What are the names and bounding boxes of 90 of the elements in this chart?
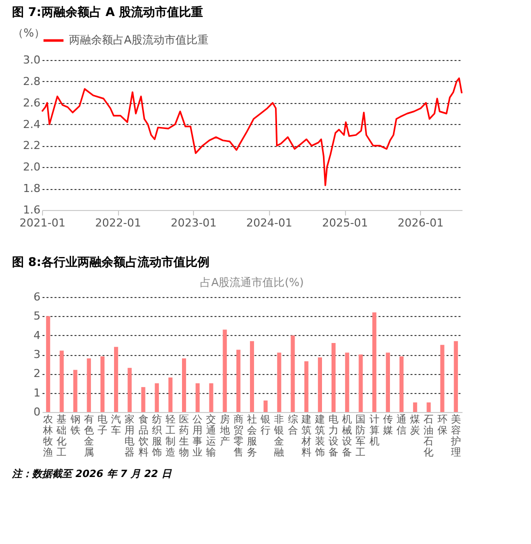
y-tick-label: 2 bbox=[34, 367, 40, 380]
x-tick-label: 电力设备 bbox=[328, 414, 339, 458]
bar bbox=[236, 350, 240, 412]
x-tick-label: 传媒 bbox=[382, 414, 393, 436]
x-tick-label: 电子 bbox=[97, 414, 108, 436]
chart-title: 图 8:各行业两融余额占流动市值比例 bbox=[12, 255, 210, 269]
y-tick-label: 2.4 bbox=[23, 118, 40, 131]
x-tick-label: 银行 bbox=[260, 414, 271, 436]
x-tick-label: 2023-01 bbox=[170, 216, 217, 230]
x-tick-label: 综合 bbox=[288, 414, 298, 436]
chart-subtitle: 占A股流通市值比(%) bbox=[200, 276, 304, 289]
x-tick-label: 2026-01 bbox=[398, 216, 444, 230]
text: 注：数据截至 2026 年 7 月 22 日 bbox=[11, 468, 173, 480]
bar bbox=[154, 383, 159, 412]
bar bbox=[304, 361, 308, 412]
bar bbox=[100, 356, 105, 412]
bar bbox=[250, 341, 254, 412]
x-tick-label: 纺织服饰 bbox=[150, 414, 162, 458]
bar bbox=[372, 312, 376, 412]
bar bbox=[345, 352, 350, 412]
x-tick-label: 2021-01 bbox=[20, 216, 66, 230]
bar bbox=[454, 341, 458, 412]
bar bbox=[196, 383, 200, 412]
bar bbox=[222, 330, 227, 412]
x-tick-label: 轻工制造 bbox=[165, 414, 176, 458]
x-tick-label: 计算机 bbox=[369, 414, 380, 448]
bar bbox=[46, 316, 50, 412]
y-tick-label: 2.6 bbox=[23, 96, 40, 110]
x-tick-label: 钢铁 bbox=[69, 414, 80, 436]
bar bbox=[386, 352, 390, 412]
bar bbox=[318, 357, 322, 412]
bar bbox=[128, 368, 132, 412]
y-tick-label: 2.0 bbox=[23, 160, 40, 174]
bar bbox=[277, 352, 282, 412]
y-tick-label: 2.2 bbox=[23, 139, 40, 152]
bar bbox=[358, 354, 363, 412]
bar bbox=[399, 356, 404, 412]
bar bbox=[209, 383, 214, 412]
x-tick-label: 农林牧渔 bbox=[42, 414, 54, 458]
y-tick-label: 6 bbox=[34, 290, 40, 304]
legend-label: 两融余额占A股流动市值比重 bbox=[69, 34, 209, 46]
x-tick-label: 有色金属 bbox=[84, 414, 94, 458]
bar bbox=[290, 335, 295, 412]
bar bbox=[86, 358, 91, 412]
x-tick-label: 国防军工 bbox=[356, 414, 366, 458]
bar bbox=[426, 402, 431, 412]
y-tick-label: 0 bbox=[34, 406, 40, 418]
x-tick-label: 交通运输 bbox=[206, 414, 216, 458]
chart-title: 图 7:两融余额占 A 股流动市值比重 bbox=[12, 5, 203, 19]
x-tick-label: 食品饮料 bbox=[137, 414, 148, 458]
x-tick-label: 环保 bbox=[437, 414, 448, 436]
bar bbox=[440, 344, 444, 412]
x-tick-label: 建筑装饰 bbox=[314, 414, 325, 458]
bar bbox=[182, 358, 186, 412]
bar bbox=[114, 346, 118, 412]
y-tick-label: 3 bbox=[34, 348, 40, 361]
x-tick-label: 家用电器 bbox=[124, 414, 135, 458]
y-tick-label: 2.8 bbox=[23, 74, 40, 88]
y-tick-label: 5 bbox=[34, 310, 40, 323]
x-tick-label: 建筑材料 bbox=[300, 414, 312, 458]
bar bbox=[332, 343, 336, 412]
line-series bbox=[41, 77, 463, 186]
y-tick-label: 1 bbox=[34, 386, 40, 400]
x-tick-label: 2022-01 bbox=[95, 216, 142, 230]
x-tick-label: 2025-01 bbox=[322, 216, 368, 230]
x-tick-label: 基础化工 bbox=[56, 414, 67, 458]
y-axis-title: （%） bbox=[12, 26, 45, 40]
bar bbox=[60, 350, 64, 412]
bar bbox=[73, 370, 78, 412]
bar bbox=[168, 378, 172, 412]
x-tick-label: 煤炭 bbox=[410, 414, 420, 436]
y-tick-label: 1.8 bbox=[23, 182, 40, 196]
bar bbox=[141, 387, 146, 412]
x-tick-label: 机械设备 bbox=[342, 414, 352, 458]
x-tick-label: 2024-01 bbox=[246, 216, 292, 230]
x-tick-label: 石油石化 bbox=[424, 414, 434, 458]
x-tick-label: 美容护理 bbox=[450, 414, 461, 458]
x-tick-label: 通信 bbox=[396, 414, 407, 436]
x-tick-label: 房地产 bbox=[218, 414, 230, 448]
bar bbox=[413, 402, 418, 412]
bar bbox=[264, 400, 268, 412]
y-tick-label: 3.0 bbox=[23, 54, 40, 66]
x-tick-label: 医药生物 bbox=[179, 414, 190, 458]
x-tick-label: 汽车 bbox=[111, 414, 122, 436]
x-tick-label: 社会服务 bbox=[247, 414, 257, 458]
x-tick-label: 商贸零售 bbox=[233, 414, 244, 458]
y-tick-label: 4 bbox=[34, 328, 40, 342]
x-tick-label: 非银金融 bbox=[273, 414, 284, 458]
x-tick-label: 公用事业 bbox=[192, 414, 203, 458]
y-tick-label: 1.6 bbox=[23, 204, 40, 216]
